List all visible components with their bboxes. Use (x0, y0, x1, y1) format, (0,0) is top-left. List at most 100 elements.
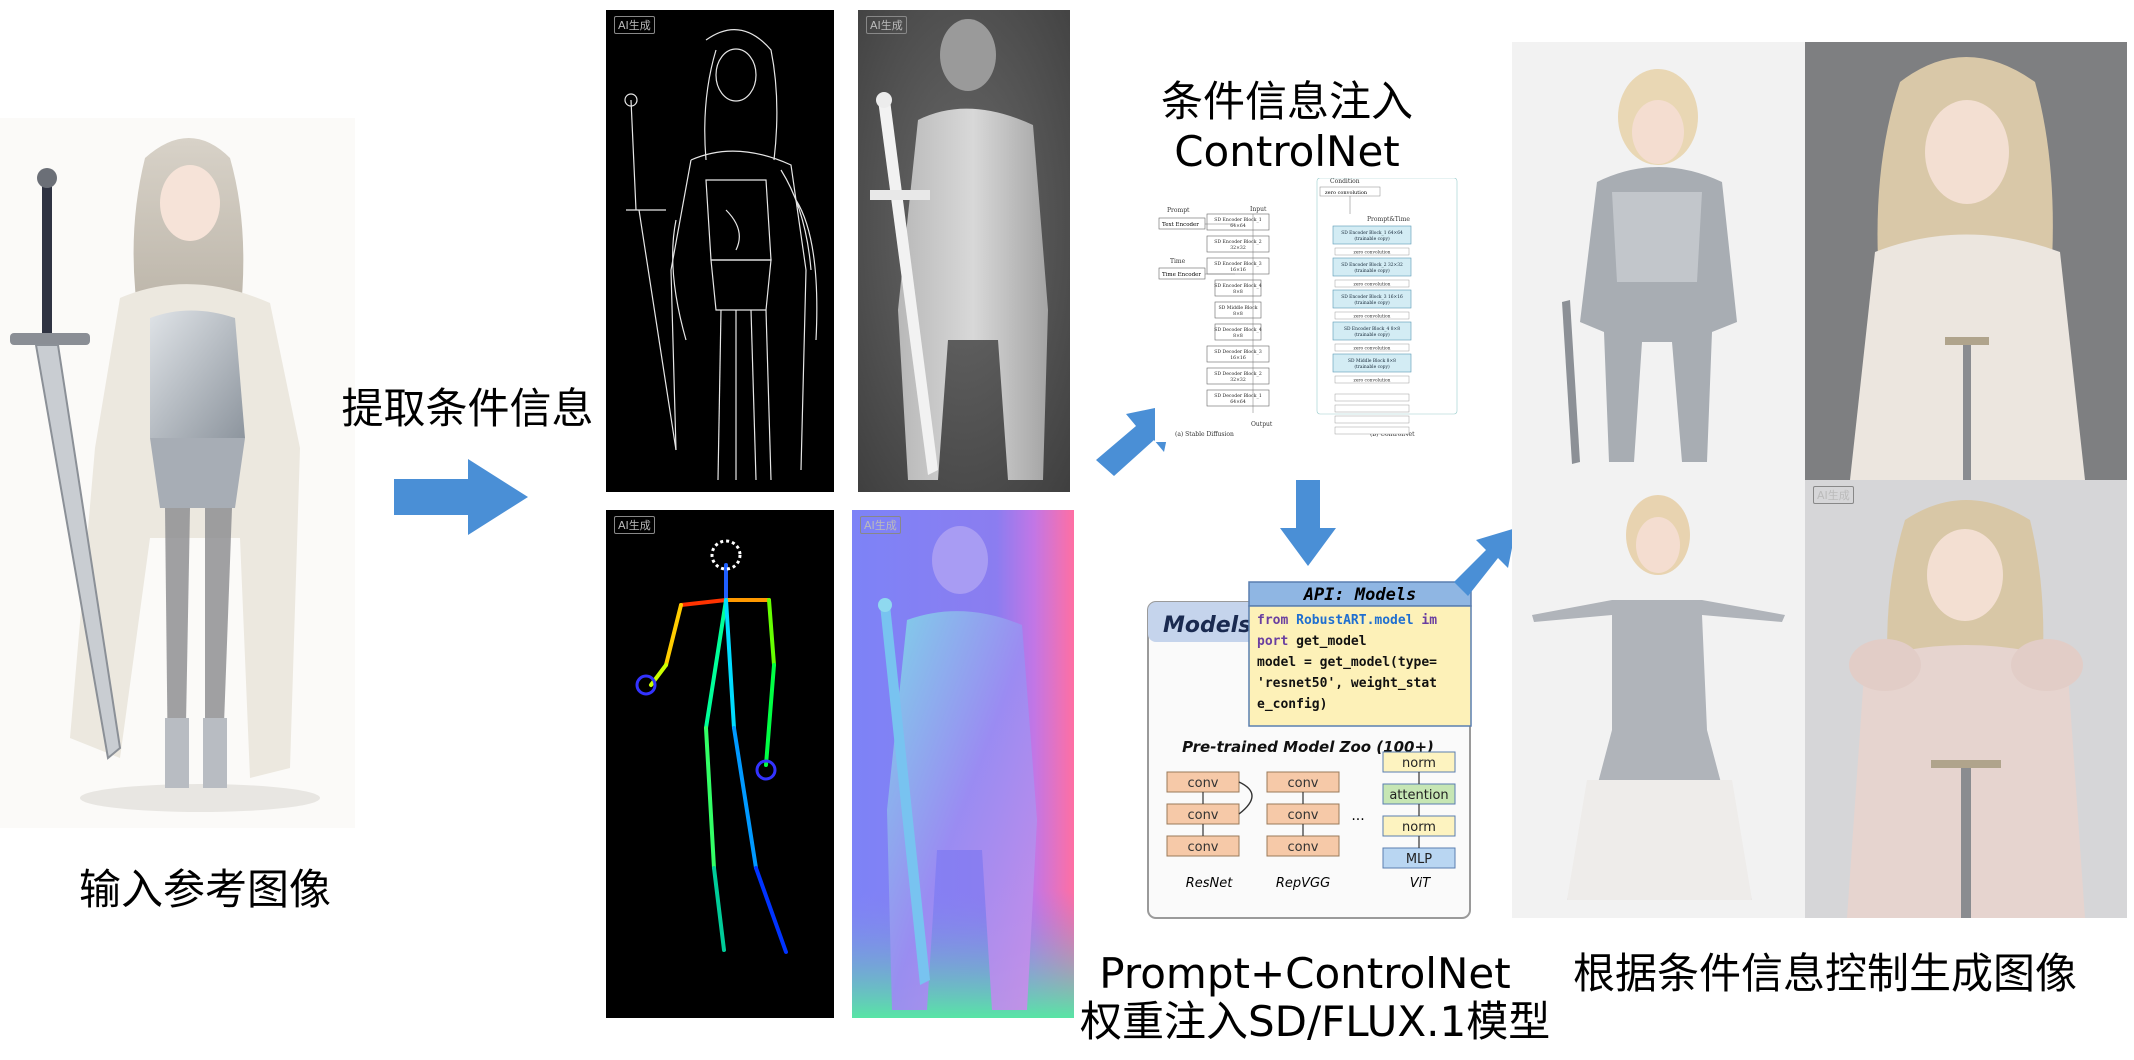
condition-label: Condition (1330, 178, 1360, 185)
code-token: im (1413, 613, 1438, 628)
repvgg-conv-block-label: conv (1287, 776, 1318, 791)
sd-block (1206, 345, 1270, 363)
inject-title-line1: 条件信息注入 (1160, 77, 1413, 126)
copy-block-note: (trainable copy) (1354, 301, 1390, 306)
zero-conv-block (1334, 415, 1410, 424)
sd-block-size: 8×8 (1233, 289, 1243, 295)
sd-block (1206, 213, 1270, 231)
sd-block-label: SD Encoder Block_1 (1214, 217, 1262, 223)
models-diagram: Models API: Models Pre-trained Model Zoo… (1145, 580, 1475, 922)
generated-image-2 (1805, 42, 2127, 480)
resnet-conv-block-label: conv (1187, 776, 1218, 791)
code-token: 'resnet50', weight_stat (1257, 676, 1438, 691)
sd-block-label: SD Decoder Block_1 (1214, 393, 1262, 399)
trainable-copy-block (1332, 257, 1412, 277)
controlnet-architecture-diagram: Condition Prompt Input Time Prompt&Time … (1155, 178, 1460, 442)
repvgg-label: RepVGG (1276, 876, 1330, 891)
sd-block-label: SD Middle Block (1219, 305, 1258, 311)
vit-block-label: MLP (1406, 852, 1432, 867)
zero-conv-label: zero convolution (1354, 315, 1391, 320)
code-token: from (1257, 613, 1297, 628)
vit-block-label: norm (1402, 756, 1436, 771)
sd-block-size: 32×32 (1230, 377, 1246, 383)
sd-block (1214, 323, 1262, 341)
api-title: API: Models (1303, 585, 1417, 605)
zero-conv-label: zero convolution (1354, 379, 1391, 384)
code-token: RobustART.model (1296, 613, 1414, 628)
model-blocks: conv conv conv conv conv conv norm attention nor… (1166, 751, 1456, 869)
sd-block (1214, 279, 1262, 297)
input-reference-caption: 输入参考图像 (78, 865, 331, 914)
sd-block-size: 64×64 (1230, 223, 1246, 229)
ai-generated-badge: AI生成 (614, 16, 655, 34)
zero-conv-block (1334, 426, 1410, 435)
models-tab-label: Models (1163, 613, 1251, 638)
zero-conv-block (1334, 247, 1410, 256)
zero-conv-label: zero convolution (1354, 283, 1391, 288)
normal-map: AI生成 (852, 510, 1074, 1018)
repvgg-conv-block-label: conv (1287, 840, 1318, 855)
copy-block-note: (trainable copy) (1354, 333, 1390, 338)
code-line: port get_model (1257, 631, 1469, 652)
code-line: 'resnet50', weight_stat (1257, 673, 1469, 694)
ai-generated-badge: AI生成 (860, 516, 901, 534)
code-line: e_config) (1257, 694, 1469, 715)
inject-title-line2: ControlNet (1174, 127, 1400, 176)
generate-output-caption: 根据条件信息控制生成图像 (1572, 949, 2077, 998)
controlnet-caption: (b) ControlNet (1370, 431, 1415, 438)
copy-block-note: (trainable copy) (1354, 237, 1390, 242)
generated-image-3 (1512, 480, 1805, 918)
skip-connection (1238, 781, 1253, 815)
vit-label: ViT (1410, 876, 1432, 891)
vit-block-label: attention (1389, 788, 1448, 803)
time-label: Time (1170, 258, 1186, 265)
zero-conv-block (1334, 393, 1410, 402)
sd-caption: (a) Stable Diffusion (1175, 431, 1234, 438)
copy-block-label: SD Encoder Block_4 8×8 (1344, 327, 1400, 332)
input-label: Input (1250, 206, 1267, 213)
repvgg-conv-block-label: conv (1287, 808, 1318, 823)
zero-conv-label: zero convolution (1354, 251, 1391, 256)
vit-block-label: norm (1402, 820, 1436, 835)
generated-image-4: AI生成 (1805, 480, 2127, 918)
prompt-time-label: Prompt&Time (1367, 216, 1410, 223)
sd-block-label: SD Encoder Block_2 (1214, 239, 1262, 245)
sd-block-label: SD Decoder Block_2 (1214, 371, 1262, 377)
arrow-right-icon (394, 459, 528, 535)
prompt-label: Prompt (1167, 207, 1190, 214)
code-line: model = get_model(type= (1257, 652, 1469, 673)
code-token: model = get_model(type= (1257, 655, 1438, 670)
zero-conv-block (1334, 279, 1410, 288)
sd-block-label: SD Decoder Block_4 (1214, 327, 1262, 333)
sd-block (1206, 367, 1270, 385)
sd-block (1206, 389, 1270, 407)
trainable-copy-block (1332, 353, 1412, 373)
zoo-title: Pre-trained Model Zoo (100+) (1182, 738, 1434, 756)
code-token: get_model (1288, 634, 1367, 649)
resnet-conv-block-label: conv (1187, 808, 1218, 823)
sd-block-size: 16×16 (1230, 267, 1246, 273)
sd-block-size: 32×32 (1230, 245, 1246, 251)
copy-block-label: SD Encoder Block_3 16×16 (1341, 295, 1403, 300)
sd-block-size: 8×8 (1233, 333, 1243, 339)
ellipsis-label: ... (1351, 808, 1364, 824)
copy-block-label: SD Encoder Block_1 64×64 (1341, 231, 1403, 236)
copy-block-label: SD Encoder Block_2 32×32 (1341, 263, 1403, 268)
zero-conv-top: zero convolution (1325, 190, 1368, 196)
sd-block (1206, 257, 1270, 275)
generated-image-1 (1512, 42, 1805, 480)
zero-conv-block (1334, 311, 1410, 320)
sd-block-size: 64×64 (1230, 399, 1246, 405)
ai-generated-badge: AI生成 (614, 516, 655, 534)
sd-block-label: SD Decoder Block_3 (1214, 349, 1262, 355)
depth-map: AI生成 (858, 10, 1070, 492)
sd-block (1206, 235, 1270, 253)
zero-conv-block (1334, 404, 1410, 413)
extract-conditions-caption: 提取条件信息 (341, 384, 594, 433)
zero-conv-label: zero convolution (1354, 347, 1391, 352)
weights-caption-line2: 权重注入SD/FLUX.1模型 (1080, 997, 1551, 1046)
resnet-conv-block-label: conv (1187, 840, 1218, 855)
sd-block-label: SD Encoder Block_4 (1214, 283, 1262, 289)
